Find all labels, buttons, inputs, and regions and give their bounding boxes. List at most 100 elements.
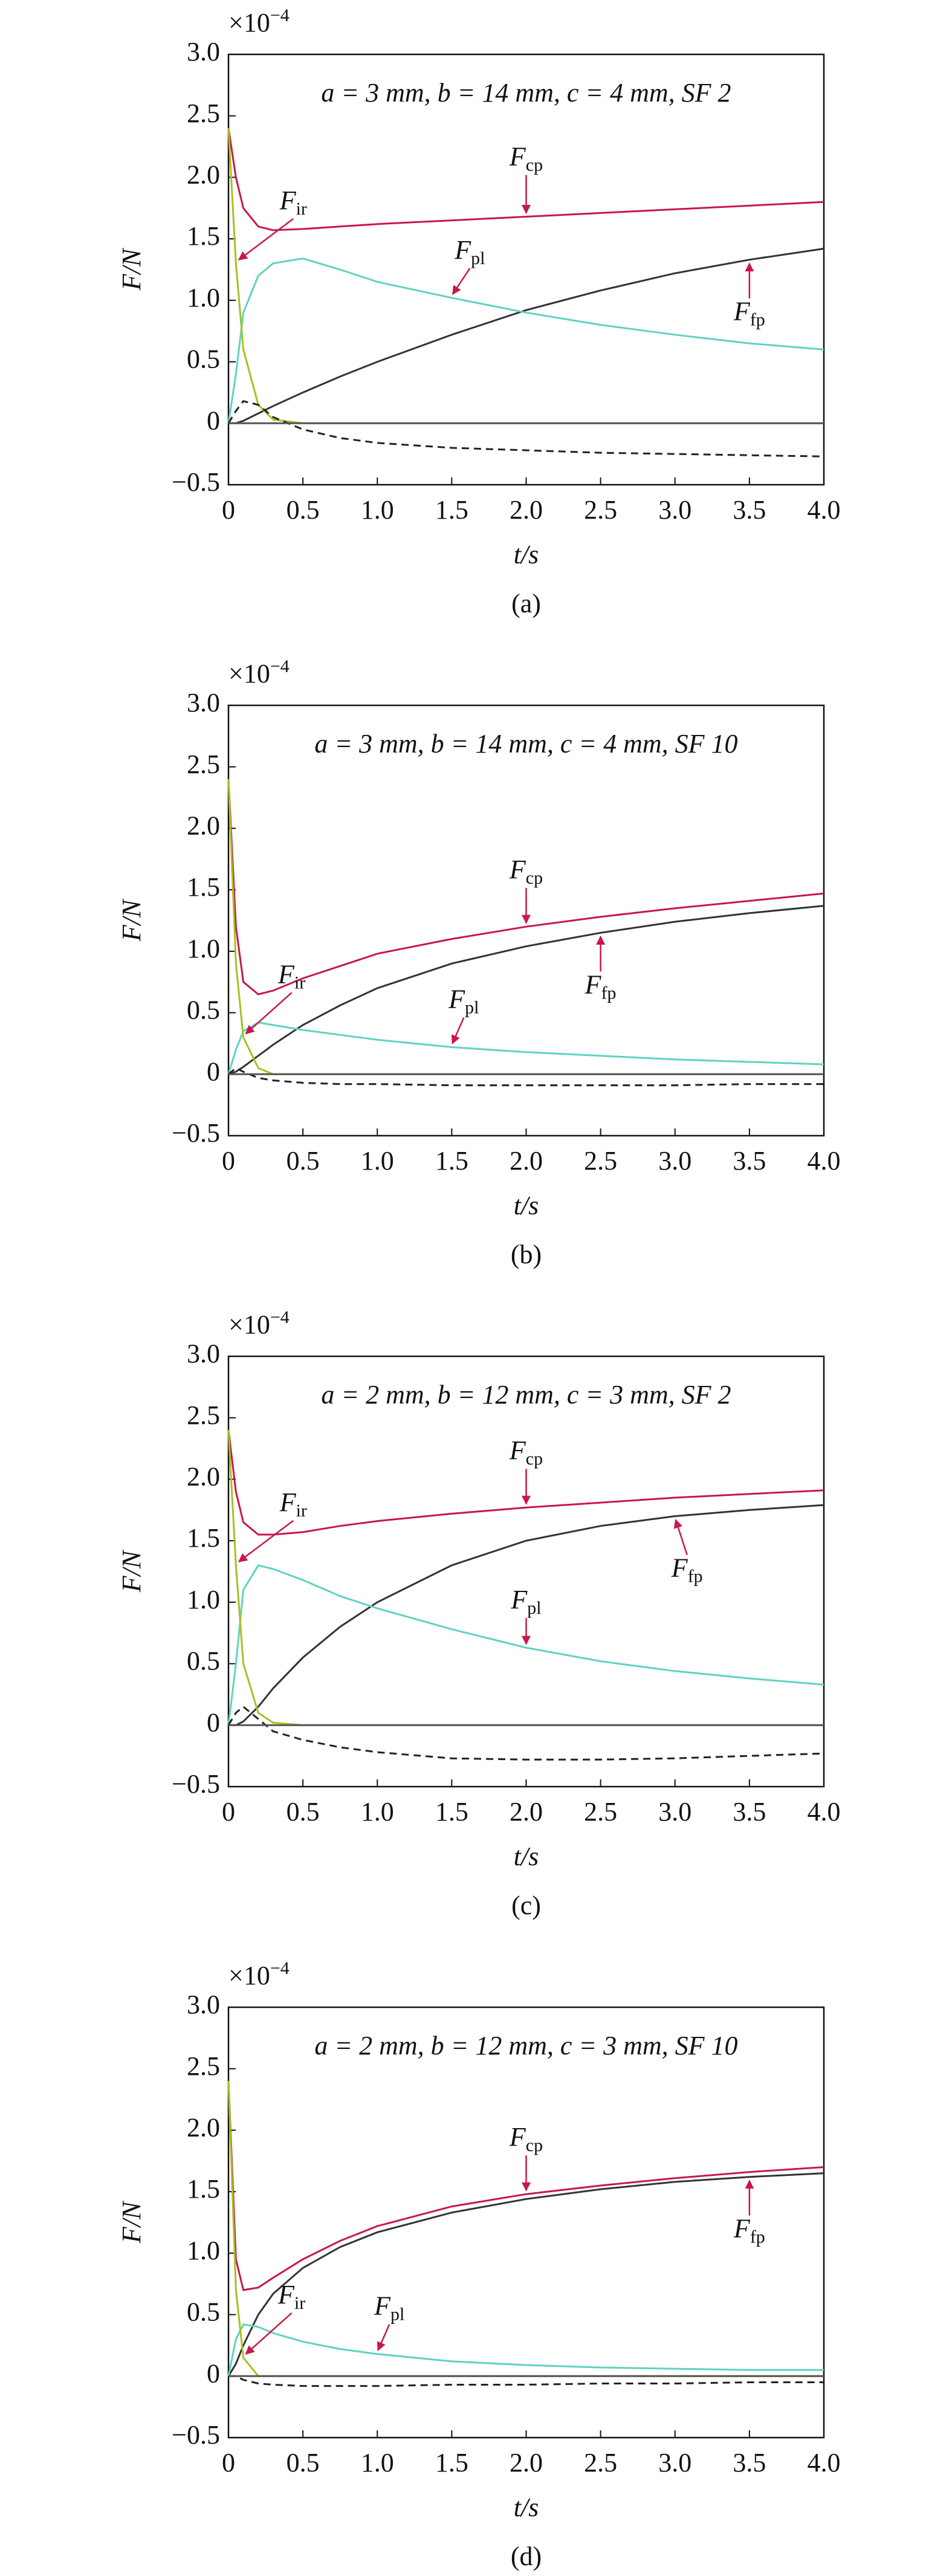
y-multiplier-exp: −4 [270, 1307, 290, 1327]
x-tick-label: 0 [222, 2448, 235, 2477]
x-tick-label: 0.5 [287, 495, 320, 525]
y-tick-label: 2.0 [187, 1462, 220, 1492]
x-tick-label: 2.0 [510, 1797, 543, 1827]
series-line [228, 247, 824, 424]
annotation-arrow [673, 1519, 688, 1555]
chart-panel: 0 0.5 1.0 1.5 2.0 2.5 3.0 3.5 4.0−0.500.51.01.52… [117, 656, 840, 1269]
x-tick-label: 0.5 [287, 1146, 320, 1176]
annotation-arrow [245, 992, 293, 1035]
chart-panel: 0 0.5 1.0 1.5 2.0 2.5 3.0 3.5 4.0−0.500.51.01.52… [117, 1307, 840, 1920]
series-label-name: F [733, 297, 751, 326]
y-multiplier-exp: −4 [270, 1958, 290, 1978]
series-label: Fcp [509, 142, 543, 175]
x-axis-label: t/s [514, 1191, 539, 1220]
series-label-sub: cp [526, 2135, 543, 2155]
y-axis-label: F/N [117, 898, 146, 942]
y-multiplier-base: ×10 [228, 659, 270, 688]
series-label-sub: fp [601, 983, 617, 1003]
annotation-arrow [451, 1017, 465, 1044]
series-line [228, 1067, 824, 1087]
x-tick-label: 3.5 [733, 2448, 766, 2477]
series-line [227, 2323, 824, 2377]
series-label-name: F [509, 142, 526, 172]
y-tick-label: 1.5 [187, 1523, 220, 1553]
series-label: Ffp [671, 1553, 703, 1587]
x-tick-label: 1.5 [435, 1797, 468, 1827]
series-label-name: F [733, 2214, 751, 2244]
series-label-sub: ir [296, 199, 307, 219]
series-label-sub: cp [526, 155, 543, 175]
caption: (d) [511, 2542, 542, 2571]
y-tick-label: 2.0 [187, 160, 220, 190]
y-multiplier-base: ×10 [228, 1310, 270, 1339]
y-axis-label: F/N [117, 1549, 146, 1593]
series-line [227, 257, 824, 424]
series-label-name: F [509, 2122, 526, 2152]
chart-panel: 0 0.5 1.0 1.5 2.0 2.5 3.0 3.5 4.0−0.500.51.01.52… [117, 5, 840, 618]
caption: (b) [511, 1240, 542, 1269]
series-line [227, 1564, 824, 1726]
x-tick-label: 2.5 [584, 1797, 617, 1827]
series-label-name: F [671, 1553, 688, 1583]
series-label-name: F [509, 855, 526, 884]
y-tick-label: 3.0 [187, 1990, 220, 2019]
chart-title: a = 3 mm, b = 14 mm, c = 4 mm, SF 10 [314, 729, 737, 759]
series-label-name: F [510, 1585, 528, 1614]
x-tick-label: 3.5 [733, 1797, 766, 1827]
y-tick-label: 2.5 [187, 749, 220, 779]
chart-title: a = 3 mm, b = 14 mm, c = 4 mm, SF 2 [321, 78, 731, 108]
series-line [227, 1705, 824, 1761]
x-tick-label: 4.0 [808, 2448, 841, 2477]
y-tick-label: 1.0 [187, 283, 220, 312]
y-tick-label: 0.5 [187, 345, 220, 374]
series-label-name: F [509, 1435, 526, 1465]
series-label: Fpl [510, 1585, 541, 1618]
x-tick-label: 3.5 [733, 495, 766, 525]
series-label-sub: pl [390, 2305, 404, 2325]
y-tick-label: 2.5 [187, 1400, 220, 1430]
y-tick-label: 2.5 [187, 99, 220, 128]
x-tick-label: 2.0 [510, 495, 543, 525]
series-label-sub: ir [296, 1501, 307, 1521]
y-tick-label: 1.5 [187, 221, 220, 251]
series-label-name: F [584, 969, 602, 999]
y-tick-label: 1.5 [187, 2174, 220, 2204]
x-tick-label: 3.0 [658, 1797, 691, 1827]
y-multiplier-exp: −4 [270, 5, 290, 25]
y-multiplier: ×10−4 [228, 1958, 290, 1990]
plot-frame [227, 1355, 825, 1788]
x-tick-label: 0 [222, 495, 235, 525]
series-label: Fir [277, 959, 305, 992]
series-label: Fcp [509, 2122, 543, 2155]
x-tick-label: 0 [222, 1797, 235, 1827]
x-tick-label: 2.0 [510, 1146, 543, 1176]
y-tick-label: 0.5 [187, 1646, 220, 1676]
series-label-sub: pl [465, 997, 479, 1017]
y-tick-label: 0 [207, 1707, 220, 1737]
series-label-name: F [279, 186, 297, 215]
caption: (a) [511, 589, 541, 618]
y-tick-label: 0 [207, 1057, 220, 1086]
y-multiplier-base: ×10 [228, 1961, 270, 1990]
series-line [227, 1021, 824, 1075]
y-tick-label: −0.5 [172, 2420, 220, 2450]
y-tick-label: 3.0 [187, 37, 220, 66]
y-tick-label: 2.0 [187, 811, 220, 841]
x-tick-label: 1.0 [361, 495, 394, 525]
annotation-arrow [452, 268, 471, 296]
plot-frame [227, 53, 825, 486]
series-line [227, 1429, 824, 1536]
series-line [227, 400, 824, 458]
annotation-arrow [377, 2324, 390, 2352]
y-tick-label: 0.5 [187, 995, 220, 1025]
y-tick-label: 1.0 [187, 934, 220, 963]
series-label-sub: cp [526, 1449, 543, 1469]
x-tick-label: 0.5 [287, 1797, 320, 1827]
caption: (c) [511, 1891, 541, 1920]
x-tick-label: 1.5 [435, 1146, 468, 1176]
chart-title: a = 2 mm, b = 12 mm, c = 3 mm, SF 2 [321, 1380, 731, 1409]
series-label-sub: ir [294, 972, 305, 992]
annotation-arrow [238, 218, 294, 261]
